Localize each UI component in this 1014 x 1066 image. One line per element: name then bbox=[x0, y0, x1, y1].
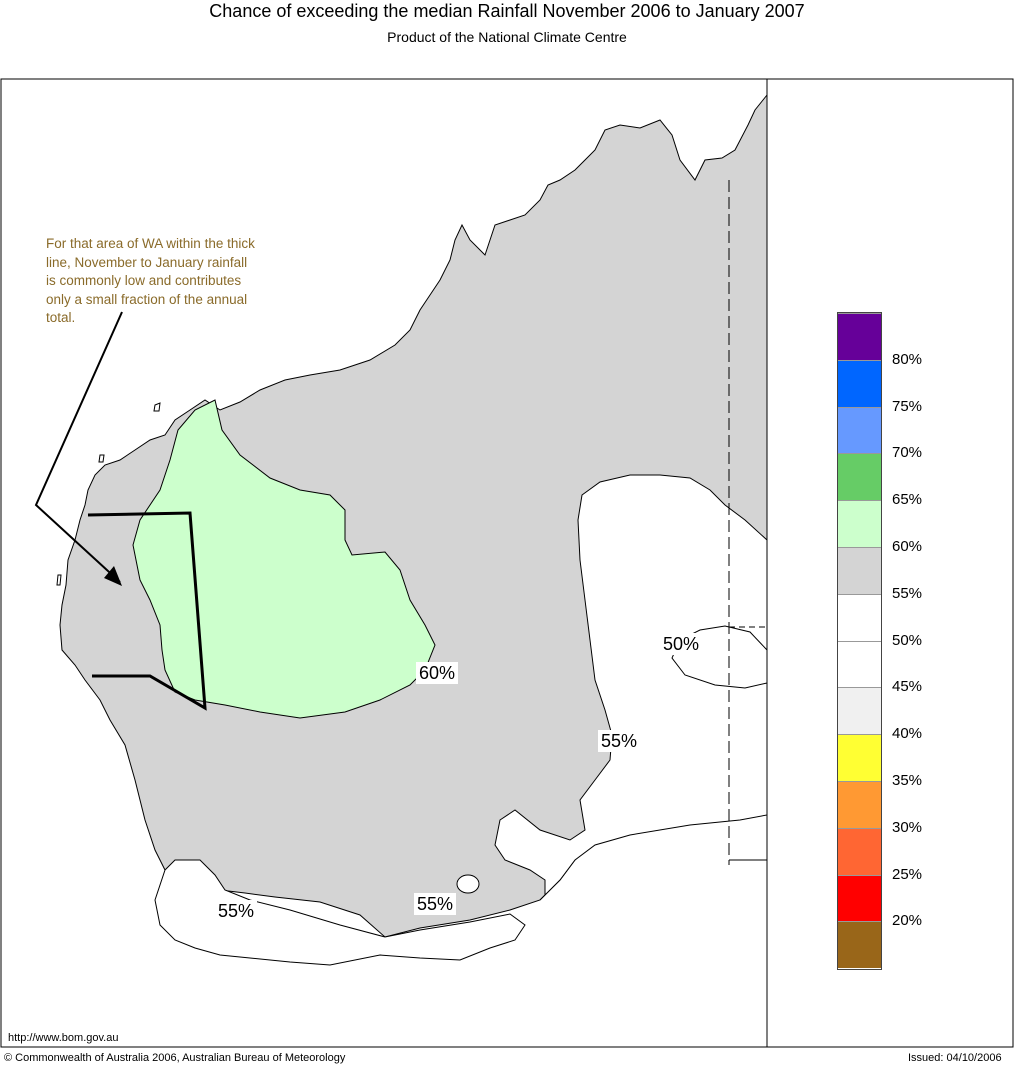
legend-swatch bbox=[838, 593, 881, 641]
annotation-line: line, November to January rainfall bbox=[46, 254, 248, 270]
green-60-zone bbox=[132, 399, 436, 719]
island-shape bbox=[56, 574, 62, 586]
island-shape bbox=[98, 454, 105, 463]
legend-swatch bbox=[838, 827, 881, 875]
label-55-south-west: 55% bbox=[215, 900, 258, 922]
annotation-line: only a small fraction of the annual bbox=[46, 291, 248, 307]
legend-swatch bbox=[838, 547, 881, 594]
footer-url[interactable]: http://www.bom.gov.au bbox=[8, 1032, 119, 1044]
footer-copyright: © Commonwealth of Australia 2006, Austra… bbox=[4, 1052, 346, 1064]
annotation-line: total. bbox=[46, 310, 76, 325]
legend-swatch bbox=[838, 734, 881, 781]
legend-swatch bbox=[838, 640, 881, 688]
footer-issued: Issued: 04/10/2006 bbox=[908, 1052, 1002, 1064]
legend-label: 20% bbox=[892, 912, 923, 930]
legend-swatch bbox=[838, 453, 881, 501]
legend-label: 35% bbox=[892, 772, 923, 789]
land-grey-zone bbox=[59, 93, 768, 938]
white-east-zone bbox=[494, 474, 768, 901]
annotation-arrowhead bbox=[104, 566, 122, 586]
legend-swatch bbox=[838, 406, 881, 454]
map-subtitle: Product of the National Climate Centre bbox=[387, 29, 627, 45]
legend-label: 30% bbox=[892, 818, 923, 836]
small-contour bbox=[456, 874, 480, 894]
legend-swatch bbox=[838, 313, 881, 360]
legend-label: 55% bbox=[892, 584, 923, 602]
island-shape bbox=[153, 402, 161, 412]
legend-swatch bbox=[838, 874, 881, 922]
annotation-line: For that area of WA within the thick bbox=[46, 236, 255, 251]
label-55-center: 55% bbox=[598, 730, 641, 752]
legend-swatch bbox=[838, 500, 881, 547]
legend-label: 45% bbox=[892, 678, 923, 696]
legend-label: 65% bbox=[892, 491, 923, 509]
legend-label: 75% bbox=[892, 397, 923, 415]
legend-label: 50% bbox=[892, 631, 923, 649]
legend-swatch bbox=[838, 359, 881, 407]
legend-swatch bbox=[838, 781, 881, 828]
annotation-line: is commonly low and contributes bbox=[46, 273, 242, 288]
annotation-text: For that area of WA within the thick lin… bbox=[46, 235, 306, 328]
annotation-arrow-line bbox=[34, 311, 123, 583]
map-frame bbox=[0, 78, 1014, 1048]
label-50: 50% bbox=[660, 633, 703, 655]
legend-label: 25% bbox=[892, 865, 923, 883]
label-60: 60% bbox=[416, 662, 459, 684]
map-title: Chance of exceeding the median Rainfall … bbox=[209, 1, 805, 21]
thick-region-outline bbox=[87, 511, 207, 711]
legend-label: 80% bbox=[892, 350, 923, 368]
legend-label: 70% bbox=[892, 444, 923, 462]
label-55-south: 55% bbox=[414, 893, 457, 915]
legend-swatch bbox=[838, 687, 881, 735]
legend-label: 60% bbox=[892, 538, 923, 555]
white-south-zone bbox=[154, 859, 526, 966]
legend-swatch bbox=[838, 921, 881, 969]
legend-label: 40% bbox=[892, 725, 923, 743]
legend-frame bbox=[837, 312, 882, 970]
